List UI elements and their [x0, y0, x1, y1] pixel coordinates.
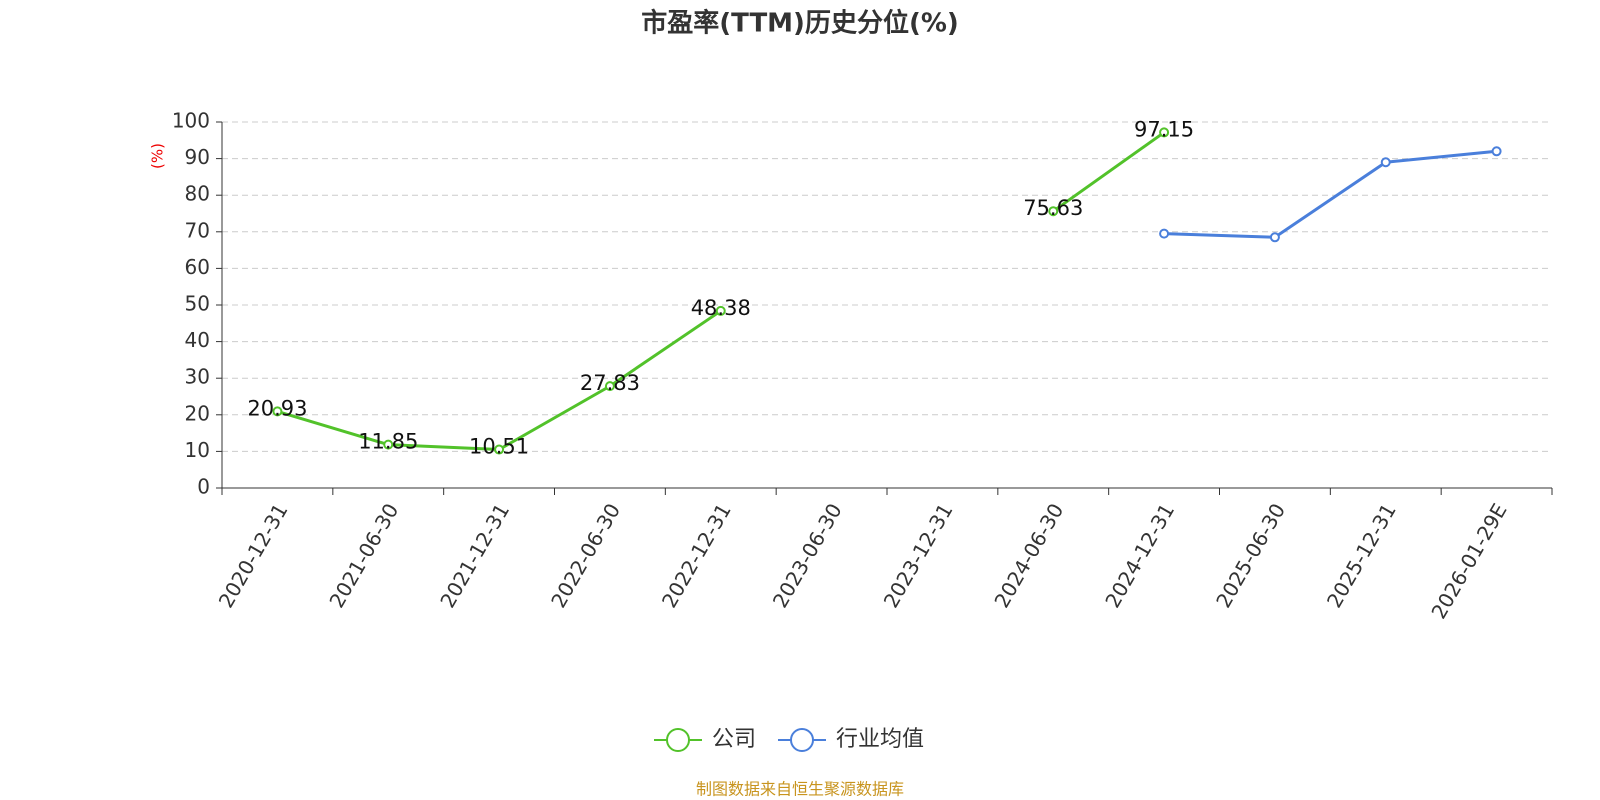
data-point	[1159, 228, 1170, 239]
y-tick-label: 60	[185, 255, 210, 279]
y-tick-label: 70	[185, 218, 210, 242]
legend-label: 行业均值	[836, 727, 924, 752]
data-point	[272, 406, 283, 417]
data-point	[604, 381, 615, 392]
x-tick-label: 2021-06-30	[324, 499, 403, 612]
data-label: 75.63	[1023, 196, 1083, 220]
x-tick-label: 2020-12-31	[214, 499, 293, 612]
series-line	[276, 131, 1165, 452]
y-tick-label: 50	[185, 292, 210, 316]
x-tick-label: 2024-12-31	[1100, 499, 1179, 612]
data-point	[1048, 206, 1059, 217]
x-tick-label: 2022-06-30	[546, 499, 625, 612]
data-label: 11.85	[358, 430, 418, 454]
y-tick-label: 10	[185, 438, 210, 462]
y-tick-label: 100	[172, 109, 210, 133]
y-tick-label: 90	[185, 145, 210, 169]
data-point	[1159, 127, 1170, 138]
data-label: 27.83	[580, 371, 640, 395]
x-tick-label: 2025-06-30	[1211, 499, 1290, 612]
data-point	[1380, 157, 1391, 168]
x-tick-label: 2022-12-31	[657, 499, 736, 612]
y-tick-label: 40	[185, 328, 210, 352]
y-axis-label: (%)	[149, 143, 167, 169]
data-point	[383, 439, 394, 450]
legend-label: 公司	[712, 727, 756, 752]
y-tick-label: 0	[197, 475, 210, 499]
data-label: 20.93	[247, 396, 307, 420]
series-line	[1164, 149, 1497, 239]
chart-title: 市盈率(TTM)历史分位(%)	[641, 8, 959, 39]
x-tick-label: 2024-06-30	[989, 499, 1068, 612]
legend-marker	[666, 728, 690, 752]
x-tick-label: 2026-01-29E	[1426, 499, 1511, 623]
x-tick-label: 2023-12-31	[879, 499, 958, 612]
y-tick-label: 20	[185, 401, 210, 425]
data-point	[715, 305, 726, 316]
legend-marker	[790, 728, 814, 752]
data-label: 97.15	[1134, 117, 1194, 141]
x-tick-label: 2021-12-31	[435, 499, 514, 612]
x-tick-label: 2025-12-31	[1322, 499, 1401, 612]
source-note: 制图数据来自恒生聚源数据库	[696, 780, 904, 799]
y-tick-label: 30	[185, 365, 210, 389]
data-point	[494, 444, 505, 455]
x-tick-label: 2023-06-30	[768, 499, 847, 612]
data-point	[1491, 146, 1502, 157]
data-point	[1269, 232, 1280, 243]
y-tick-label: 80	[185, 182, 210, 206]
data-label: 10.51	[469, 435, 529, 459]
data-label: 48.38	[691, 296, 751, 320]
